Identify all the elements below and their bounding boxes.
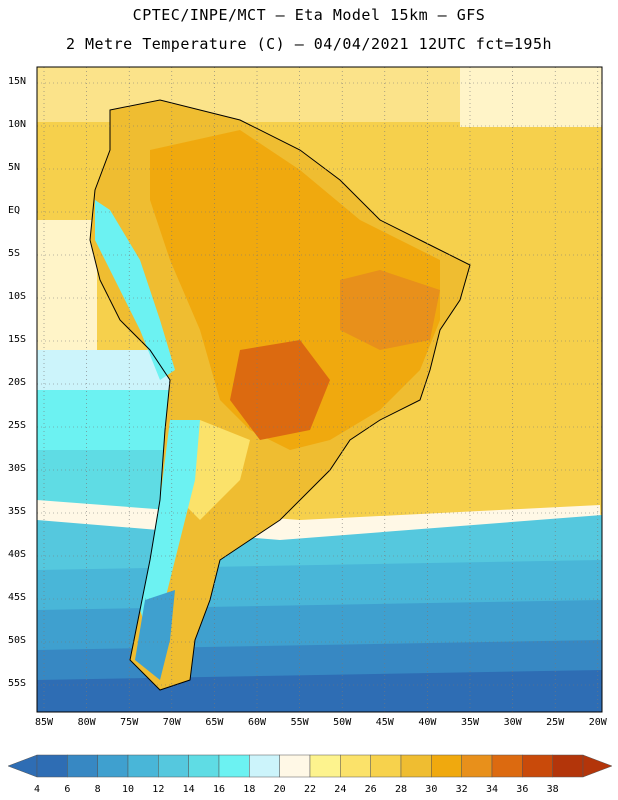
longitude-label: 60W bbox=[247, 717, 267, 728]
map-subtitle: 2 Metre Temperature (C) – 04/04/2021 12U… bbox=[65, 35, 553, 53]
colorbar-label: 16 bbox=[212, 784, 226, 795]
latitude-label: 5S bbox=[8, 248, 21, 259]
colorbar-swatch bbox=[188, 754, 220, 778]
colorbar-swatch bbox=[340, 754, 371, 778]
colorbar-label: 32 bbox=[455, 784, 468, 795]
longitude-label: 50W bbox=[333, 717, 352, 728]
colorbar-swatch bbox=[279, 754, 311, 778]
latitude-label: 30S bbox=[8, 463, 27, 474]
latitude-label: 40S bbox=[8, 549, 27, 560]
colorbar-swatch bbox=[552, 754, 584, 778]
colorbar-label: 6 bbox=[64, 784, 71, 795]
longitude-label: 25W bbox=[546, 717, 565, 728]
colorbar-label: 38 bbox=[546, 784, 559, 795]
colorbar-label: 24 bbox=[334, 784, 347, 795]
latitude-label: 15N bbox=[8, 76, 27, 87]
longitude-label: 85W bbox=[34, 717, 54, 728]
latitude-label: 45S bbox=[8, 592, 27, 603]
colorbar-label: 8 bbox=[94, 784, 101, 795]
latitude-label: 15S bbox=[8, 334, 27, 345]
longitude-label: 80W bbox=[77, 717, 96, 728]
latitude-label: 10N bbox=[8, 119, 27, 130]
colorbar-swatch bbox=[158, 754, 189, 778]
colorbar-swatch bbox=[461, 754, 493, 778]
latitude-label: 25S bbox=[8, 420, 27, 431]
colorbar-swatch bbox=[431, 754, 462, 778]
longitude-label: 30W bbox=[503, 717, 522, 728]
colorbar-label: 10 bbox=[121, 784, 135, 795]
longitude-label: 35W bbox=[460, 717, 480, 728]
colorbar-swatch bbox=[218, 754, 250, 778]
colorbar-label: 30 bbox=[425, 784, 438, 795]
colorbar-label: 14 bbox=[182, 784, 195, 795]
latitude-label: 55S bbox=[8, 678, 27, 689]
longitude-label: 20W bbox=[588, 717, 607, 728]
latitude-label: 50S bbox=[8, 635, 27, 646]
latitude-label: 35S bbox=[8, 506, 27, 517]
longitude-label: 70W bbox=[162, 717, 181, 728]
colorbar-swatch bbox=[370, 754, 402, 778]
colorbar-swatch bbox=[400, 754, 432, 778]
colorbar-swatch bbox=[249, 754, 280, 778]
colorbar-label: 36 bbox=[516, 784, 529, 795]
longitude-label: 65W bbox=[205, 717, 224, 728]
colorbar-low-arrow bbox=[7, 754, 38, 778]
colorbar-label: 28 bbox=[394, 784, 408, 795]
longitude-label: 75W bbox=[120, 717, 139, 728]
latitude-label: EQ bbox=[8, 205, 21, 216]
colorbar-label: 12 bbox=[152, 784, 165, 795]
colorbar-swatch bbox=[67, 754, 98, 778]
colorbar-label: 22 bbox=[303, 784, 317, 795]
colorbar-swatch bbox=[309, 754, 341, 778]
colorbar-label: 34 bbox=[485, 784, 499, 795]
latitude-label: 5N bbox=[8, 162, 21, 173]
map-title: CPTEC/INPE/MCT – Eta Model 15km – GFS bbox=[132, 6, 486, 24]
colorbar-swatch bbox=[491, 754, 523, 778]
latitude-label: 10S bbox=[8, 291, 27, 302]
colorbar-label: 18 bbox=[243, 784, 256, 795]
color-scale-bar bbox=[7, 754, 613, 778]
latitude-label: 20S bbox=[8, 377, 27, 388]
longitude-label: 45W bbox=[375, 717, 394, 728]
colorbar-swatch bbox=[127, 754, 159, 778]
colorbar-high-arrow bbox=[582, 754, 613, 778]
colorbar-label: 20 bbox=[273, 784, 286, 795]
colorbar-swatch bbox=[522, 754, 553, 778]
colorbar-swatch bbox=[97, 754, 129, 778]
longitude-label: 55W bbox=[290, 717, 309, 728]
longitude-label: 40W bbox=[418, 717, 437, 728]
colorbar-label: 26 bbox=[364, 784, 377, 795]
colorbar-label: 4 bbox=[33, 784, 41, 795]
colorbar-swatch bbox=[36, 754, 68, 778]
